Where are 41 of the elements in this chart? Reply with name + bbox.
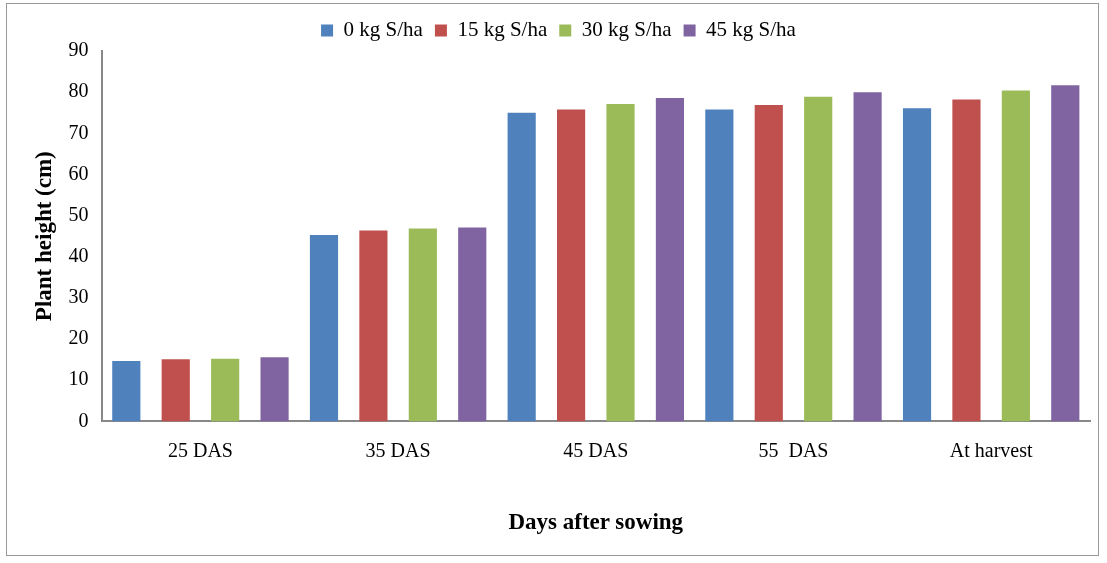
bar xyxy=(754,104,783,422)
bar xyxy=(408,228,437,422)
x-tick-label: At harvest xyxy=(949,438,1033,461)
bar xyxy=(655,97,685,422)
bar xyxy=(705,109,734,422)
y-tick-label: 40 xyxy=(68,244,89,267)
legend-label: 15 kg S/ha xyxy=(457,17,548,42)
bar xyxy=(112,360,141,422)
bar xyxy=(1051,85,1080,422)
bar xyxy=(507,112,536,422)
x-tick-label: 35 DAS xyxy=(365,438,431,461)
bar xyxy=(853,92,882,422)
y-tick-label: 10 xyxy=(68,367,89,390)
x-tick-label: 55 DAS xyxy=(758,438,829,461)
bar xyxy=(211,358,240,422)
x-tick-label: 45 DAS xyxy=(563,438,629,461)
bar xyxy=(260,357,289,422)
bar xyxy=(458,227,487,422)
y-tick-label: 80 xyxy=(68,79,89,102)
bar xyxy=(309,234,339,422)
bar xyxy=(902,108,932,422)
y-tick-label: 50 xyxy=(68,202,89,225)
legend-label: 45 kg S/ha xyxy=(706,17,797,42)
y-tick-label: 30 xyxy=(68,285,89,308)
bar xyxy=(557,109,586,422)
legend-label: 0 kg S/ha xyxy=(343,17,424,42)
bar xyxy=(606,104,635,422)
bar xyxy=(952,99,981,422)
x-tick-label: 25 DAS xyxy=(167,438,233,461)
legend-label: 30 kg S/ha xyxy=(581,17,673,42)
bar xyxy=(1001,90,1030,422)
bar xyxy=(804,96,833,422)
bar xyxy=(161,359,190,422)
x-axis-title: Days after sowing xyxy=(508,509,684,535)
y-tick-label: 60 xyxy=(68,161,89,184)
y-tick-label: 90 xyxy=(68,38,89,61)
y-tick-label: 70 xyxy=(68,120,89,143)
y-tick-label: 0 xyxy=(78,408,89,431)
bar xyxy=(359,230,388,422)
y-tick-label: 20 xyxy=(68,326,89,349)
y-axis-title: Plant height (cm) xyxy=(30,151,56,322)
